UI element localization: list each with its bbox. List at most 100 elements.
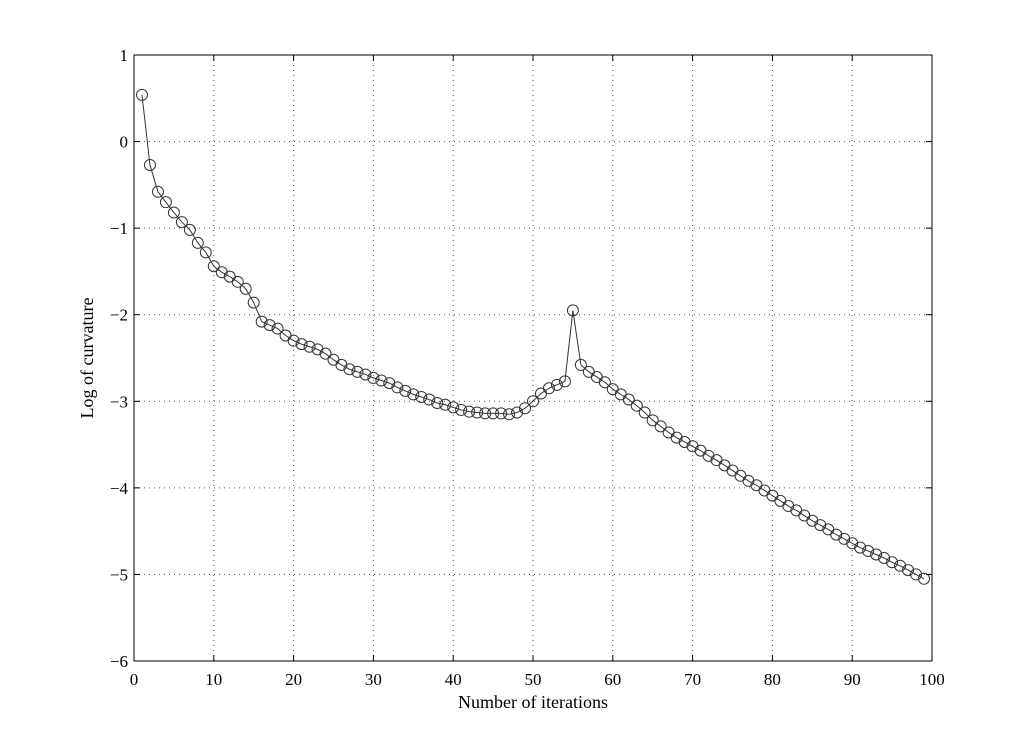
data-point — [159, 196, 172, 209]
data-point — [191, 236, 204, 249]
data-point — [311, 343, 324, 356]
x-tick-label: 40 — [445, 670, 462, 689]
data-point — [407, 388, 420, 401]
data-point — [678, 435, 691, 448]
data-point — [431, 397, 444, 410]
data-point — [479, 407, 492, 420]
data-point — [207, 260, 220, 273]
data-point — [447, 401, 460, 414]
data-point — [391, 381, 404, 394]
data-point — [255, 315, 268, 328]
y-tick-label: 0 — [120, 133, 129, 152]
data-point — [646, 414, 659, 427]
y-tick-label: −6 — [110, 652, 128, 671]
data-point — [287, 334, 300, 347]
data-point — [151, 185, 164, 198]
x-tick-label: 0 — [130, 670, 139, 689]
x-tick-label: 70 — [684, 670, 701, 689]
data-point — [630, 399, 643, 412]
data-point — [886, 556, 899, 569]
data-point — [598, 376, 611, 389]
x-tick-label: 50 — [525, 670, 542, 689]
data-point — [846, 537, 859, 550]
data-point — [487, 407, 500, 420]
data-point — [503, 408, 516, 421]
data-point — [670, 431, 683, 444]
x-tick-label: 60 — [604, 670, 621, 689]
data-point — [838, 532, 851, 545]
data-point — [199, 246, 212, 259]
data-point — [830, 528, 843, 541]
y-tick-label: 1 — [120, 46, 129, 65]
data-point — [742, 474, 755, 487]
data-point — [295, 338, 308, 351]
data-point — [351, 365, 364, 378]
data-point — [439, 398, 452, 411]
data-point — [335, 358, 348, 371]
data-point — [167, 206, 180, 219]
data-point — [383, 377, 396, 390]
x-tick-label: 10 — [205, 670, 222, 689]
data-point — [319, 347, 332, 360]
data-point — [415, 390, 428, 403]
data-point — [782, 500, 795, 513]
data-point — [271, 322, 284, 335]
data-point — [686, 440, 699, 453]
data-point — [303, 340, 316, 353]
data-point — [455, 403, 468, 416]
data-point — [215, 266, 228, 279]
data-point — [239, 282, 252, 295]
y-tick-label: −5 — [110, 565, 128, 584]
data-point — [542, 382, 555, 395]
data-point — [566, 304, 579, 317]
data-point — [702, 449, 715, 462]
y-tick-label: −3 — [110, 392, 128, 411]
y-tick-label: −1 — [110, 219, 128, 238]
data-point — [638, 406, 651, 419]
data-point — [550, 378, 563, 391]
data-point — [399, 384, 412, 397]
data-point — [574, 358, 587, 371]
data-point — [263, 319, 276, 332]
data-point — [183, 223, 196, 236]
data-point — [910, 568, 923, 581]
data-point — [231, 275, 244, 288]
data-point — [894, 559, 907, 572]
x-tick-label: 80 — [764, 670, 781, 689]
y-tick-label: −2 — [110, 306, 128, 325]
data-point — [375, 374, 388, 387]
grid-lines — [134, 55, 932, 661]
data-point — [135, 88, 148, 101]
data-point — [367, 371, 380, 384]
data-point — [175, 216, 188, 229]
x-tick-label: 90 — [844, 670, 861, 689]
data-point — [918, 572, 931, 585]
data-point — [471, 406, 484, 419]
x-tick-label: 30 — [365, 670, 382, 689]
data-point — [622, 393, 635, 406]
data-point — [558, 375, 571, 388]
data-point — [878, 551, 891, 564]
data-point — [463, 405, 476, 418]
x-tick-label: 20 — [285, 670, 302, 689]
data-point — [343, 363, 356, 376]
data-point — [495, 407, 508, 420]
data-point — [143, 158, 156, 171]
data-point — [902, 564, 915, 577]
data-point — [359, 368, 372, 381]
data-point — [423, 393, 436, 406]
data-point — [511, 406, 524, 419]
x-axis-label: Number of iterations — [458, 692, 608, 712]
data-point — [527, 395, 539, 408]
data-series — [135, 88, 931, 585]
data-point — [862, 545, 875, 558]
data-point — [519, 402, 532, 415]
data-point — [814, 519, 827, 532]
data-point — [806, 514, 819, 527]
data-point — [870, 548, 883, 561]
data-point — [854, 541, 867, 554]
y-axis-label: Log of curvature — [77, 298, 97, 419]
data-point — [247, 296, 260, 309]
